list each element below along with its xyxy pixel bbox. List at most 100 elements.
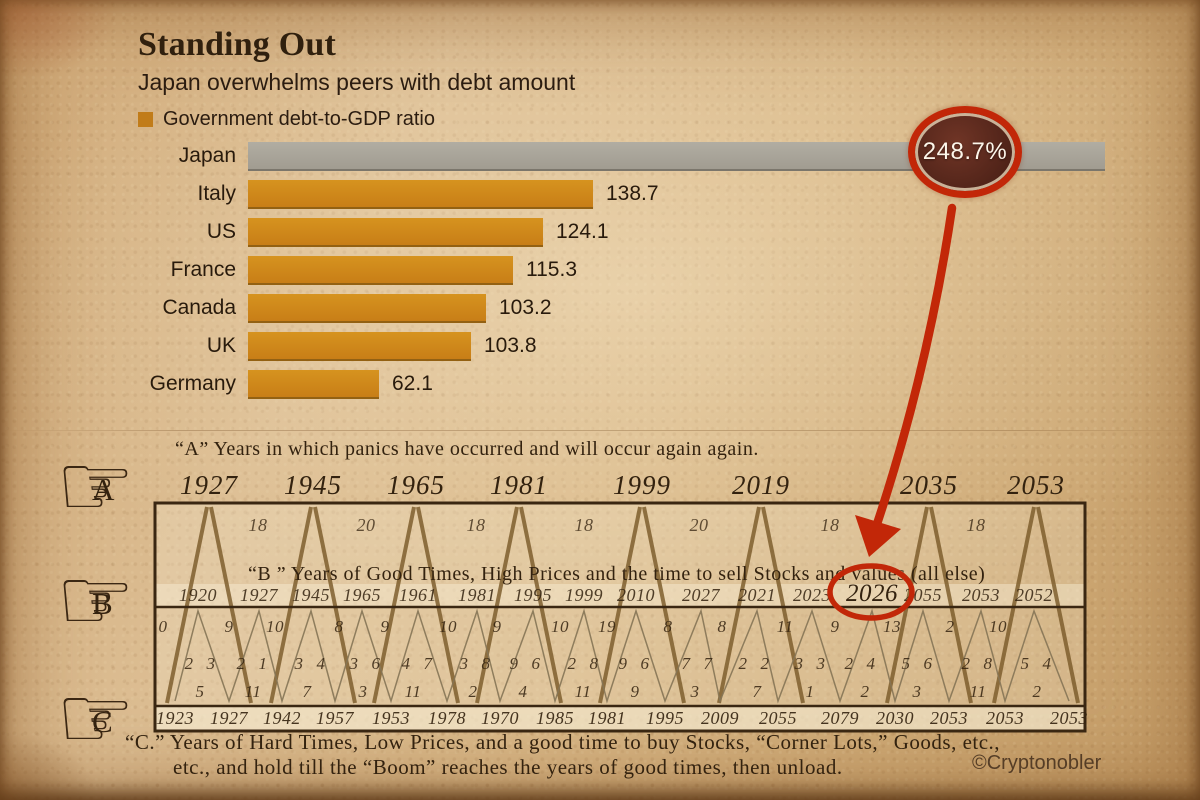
panic-peak-line (313, 506, 357, 704)
b-year-label: 1961 (399, 585, 437, 605)
panic-peak-line (475, 506, 519, 704)
cycle-number-pair: 2 (962, 654, 971, 673)
c-year-label: 1981 (588, 708, 626, 728)
cycle-zigzag-line (174, 608, 1070, 704)
bar-us (248, 217, 543, 247)
legend-swatch-icon (138, 112, 153, 127)
c-year-label: 1978 (428, 708, 466, 728)
panic-peak-line (372, 506, 416, 704)
panic-peak-line (269, 506, 313, 704)
bar-italy (248, 179, 593, 209)
panic-peak-line (416, 506, 460, 704)
cycle-number-bottom: 7 (753, 682, 763, 701)
manicule-letter-a: A (92, 472, 115, 507)
a-year-label: 2035 (900, 470, 958, 500)
cycle-number-bottom: 11 (405, 682, 422, 701)
cycle-number-pair: 2 (761, 654, 770, 673)
c-year-label: 1985 (536, 708, 574, 728)
cycle-number-bottom: 3 (358, 682, 368, 701)
c-year-label: 2030 (876, 708, 914, 728)
cycle-number-pair: 9 (510, 654, 519, 673)
bar-row: Germany 62.1 (138, 365, 1158, 403)
cycle-number-top: 2 (946, 617, 955, 636)
a-year-label: 2019 (732, 470, 790, 500)
bar-row: UK 103.8 (138, 327, 1158, 365)
c-year-label: 2053 (986, 708, 1024, 728)
cycle-number-pair: 2 (568, 654, 577, 673)
pointing-hand-icon: ☞ (56, 548, 135, 651)
c-year-label: 1995 (646, 708, 684, 728)
bar-france (248, 255, 513, 285)
year-2026-circle (827, 563, 915, 621)
panic-peak-line (929, 506, 973, 704)
cycle-number-pair: 4 (1043, 654, 1052, 673)
a-interval-label: 18 (467, 515, 486, 535)
bar-uk (248, 331, 471, 361)
bar-row: US 124.1 (138, 213, 1158, 251)
cycle-number-pair: 3 (816, 654, 826, 673)
cycle-number-pair: 6 (372, 654, 381, 673)
cycle-number-top: 10 (989, 617, 1007, 636)
pointing-hand-icon: ☞ (56, 434, 135, 537)
benner-box-border (153, 501, 1087, 733)
cycle-number-pair: 2 (185, 654, 194, 673)
panic-peak-line (885, 506, 929, 704)
bar-canada (248, 293, 486, 323)
panic-peak-line (598, 506, 642, 704)
b-year-label: 2021 (738, 585, 776, 605)
panic-peak-line (992, 506, 1036, 704)
a-year-label: 1981 (490, 470, 548, 500)
c-year-label: 1957 (316, 708, 355, 728)
c-caption-line1: “C.” Years of Hard Times, Low Prices, an… (125, 730, 1000, 754)
b-year-label: 1999 (565, 585, 603, 605)
b-year-label: 2053 (962, 585, 1000, 605)
bar-value: 103.8 (484, 334, 537, 357)
cycle-number-top: 10 (551, 617, 569, 636)
a-caption: “A” Years in which panics have occurred … (175, 438, 759, 460)
credit: ©Cryptonobler (972, 752, 1102, 774)
b-year-label: 1965 (343, 585, 381, 605)
cycle-number-pair: 5 (902, 654, 911, 673)
cycle-number-bottom: 3 (690, 682, 700, 701)
bar-label: US (206, 220, 236, 243)
b-year-label: 2055 (904, 585, 942, 605)
parchment-crease (0, 430, 1200, 431)
a-interval-label: 18 (249, 515, 268, 535)
cycle-number-pair: 2 (237, 654, 246, 673)
panic-peak-line (1036, 506, 1080, 704)
a-interval-label: 18 (575, 515, 594, 535)
bar-label: Canada (162, 296, 236, 319)
b-year-label: 1995 (514, 585, 552, 605)
cycle-number-pair: 5 (1021, 654, 1030, 673)
cycle-number-bottom: 1 (806, 682, 815, 701)
cycle-number-bottom: 2 (861, 682, 870, 701)
a-year-label: 2053 (1007, 470, 1065, 500)
bar-label: Italy (197, 182, 236, 205)
cycle-number-bottom: 3 (912, 682, 922, 701)
panic-peak-line (209, 506, 253, 704)
page-title: Standing Out (138, 26, 336, 63)
panic-peak-line (761, 506, 805, 704)
cycle-number-top: 10 (439, 617, 457, 636)
a-interval-label: 18 (967, 515, 986, 535)
cycle-number-pair: 7 (704, 654, 714, 673)
manicule-letter-b: B (92, 586, 113, 621)
cycle-number-pair: 8 (482, 654, 491, 673)
c-year-label: 2053 (1050, 708, 1088, 728)
cycle-number-top: 9 (225, 617, 234, 636)
panic-peak-line (642, 506, 686, 704)
b-year-label: 2052 (1015, 585, 1053, 605)
bar-label: UK (206, 334, 236, 357)
bar-label: Germany (149, 372, 236, 395)
bar-value: 62.1 (392, 372, 433, 395)
b-year-label: 1945 (292, 585, 330, 605)
a-year-label: 1945 (284, 470, 342, 500)
cycle-number-pair: 3 (294, 654, 304, 673)
manicule-a-icon: ☞ A (56, 442, 188, 530)
cycle-number-bottom: 2 (1033, 682, 1042, 701)
c-year-label: 2079 (821, 708, 859, 728)
legend: Government debt-to-GDP ratio (138, 108, 435, 131)
c-year-label: 2055 (759, 708, 797, 728)
cycle-number-top: 19 (598, 617, 616, 636)
bar-row: France 115.3 (138, 251, 1158, 289)
